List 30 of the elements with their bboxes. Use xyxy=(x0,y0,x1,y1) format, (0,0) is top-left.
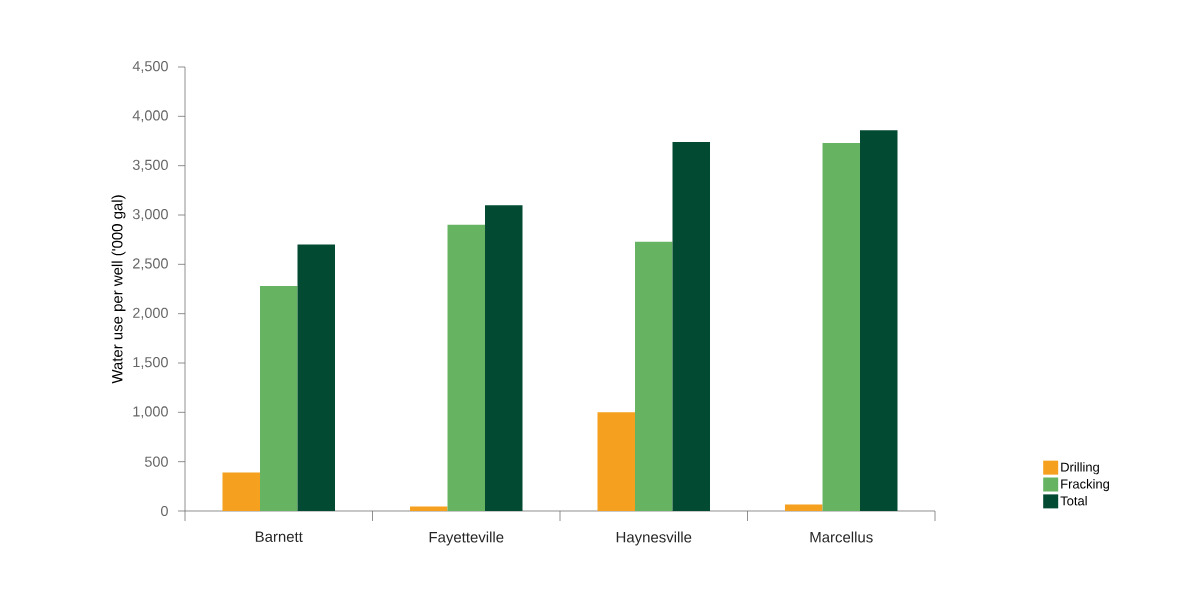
y-tick-label: 2,500 xyxy=(133,258,168,271)
legend-label: Fracking xyxy=(1061,479,1110,492)
bar xyxy=(260,286,298,511)
y-axis-title: Water use per well ('000 gal) xyxy=(111,195,126,384)
bar xyxy=(672,141,710,511)
bar xyxy=(597,412,635,511)
x-tick-label: Barnett xyxy=(255,531,303,542)
bar xyxy=(635,241,673,511)
legend-label: Drilling xyxy=(1061,462,1099,475)
y-tick-label: 3,000 xyxy=(132,209,168,221)
bar xyxy=(785,504,823,511)
y-tick-label: 1,000 xyxy=(133,406,168,419)
y-tick-label: 4,000 xyxy=(132,110,168,123)
y-tick-label: 2,000 xyxy=(133,307,168,320)
bar xyxy=(860,130,898,511)
x-tick-label: Marcellus xyxy=(810,531,873,543)
bar xyxy=(222,472,260,511)
bar xyxy=(822,142,860,511)
bar xyxy=(297,244,335,511)
y-tick-label: 1,500 xyxy=(133,357,168,369)
y-tick-label: 0 xyxy=(161,505,168,517)
y-tick-label: 500 xyxy=(144,456,168,467)
bar xyxy=(447,224,485,511)
bar xyxy=(410,506,448,511)
y-tick-label: 3,500 xyxy=(132,159,168,172)
x-tick-label: Fayetteville xyxy=(429,531,504,546)
x-tick-label: Haynesville xyxy=(616,531,692,546)
bar xyxy=(485,205,523,511)
y-tick-label: 4,500 xyxy=(132,61,168,73)
legend-label: Total xyxy=(1060,495,1087,506)
